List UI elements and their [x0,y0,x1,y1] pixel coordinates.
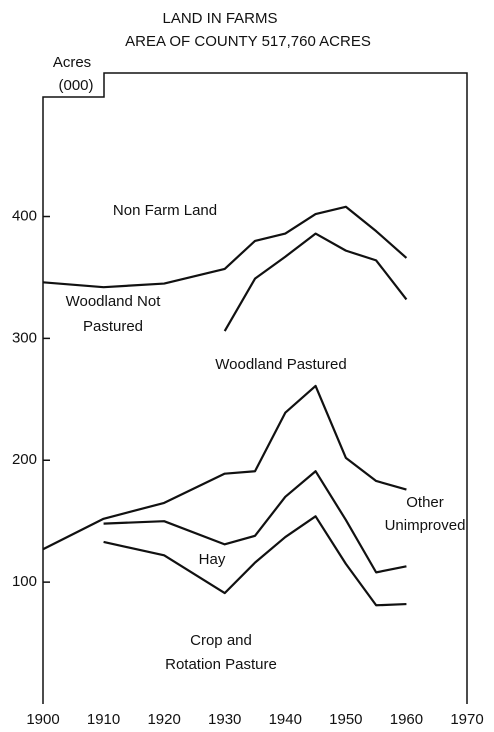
x-tick-label: 1930 [208,711,241,728]
y-tick-label: 100 [12,573,37,590]
y-tick-label: 200 [12,451,37,468]
x-tick-label: 1900 [26,711,59,728]
line [42,384,407,551]
y-axis-label: (000) [58,77,93,94]
line [103,470,407,574]
chart-title: AREA OF COUNTY 517,760 ACRES [125,33,371,50]
y-tick-label: 400 [12,207,37,224]
annotation: Woodland Not [66,293,162,310]
frame [42,72,468,704]
annotation: Non Farm Land [113,202,217,219]
y-axis-label: Acres [53,54,91,71]
line [42,205,408,289]
chart-title: LAND IN FARMS [162,10,277,27]
annotation: Crop and [190,632,252,649]
annotation: Hay [199,551,226,568]
x-tick-label: 1910 [87,711,120,728]
x-tick-label: 1920 [147,711,180,728]
annotation: Other [406,494,444,511]
x-tick-label: 1940 [269,711,302,728]
annotation: Pastured [83,318,143,335]
annotation: Woodland Pastured [215,356,346,373]
x-tick-label: 1950 [329,711,362,728]
line [223,232,408,332]
y-tick-label: 300 [12,329,37,346]
annotation: Unimproved [385,517,466,534]
line [103,515,407,607]
annotation: Rotation Pasture [165,656,277,673]
x-tick-label: 1970 [450,711,483,728]
x-tick-label: 1960 [390,711,423,728]
